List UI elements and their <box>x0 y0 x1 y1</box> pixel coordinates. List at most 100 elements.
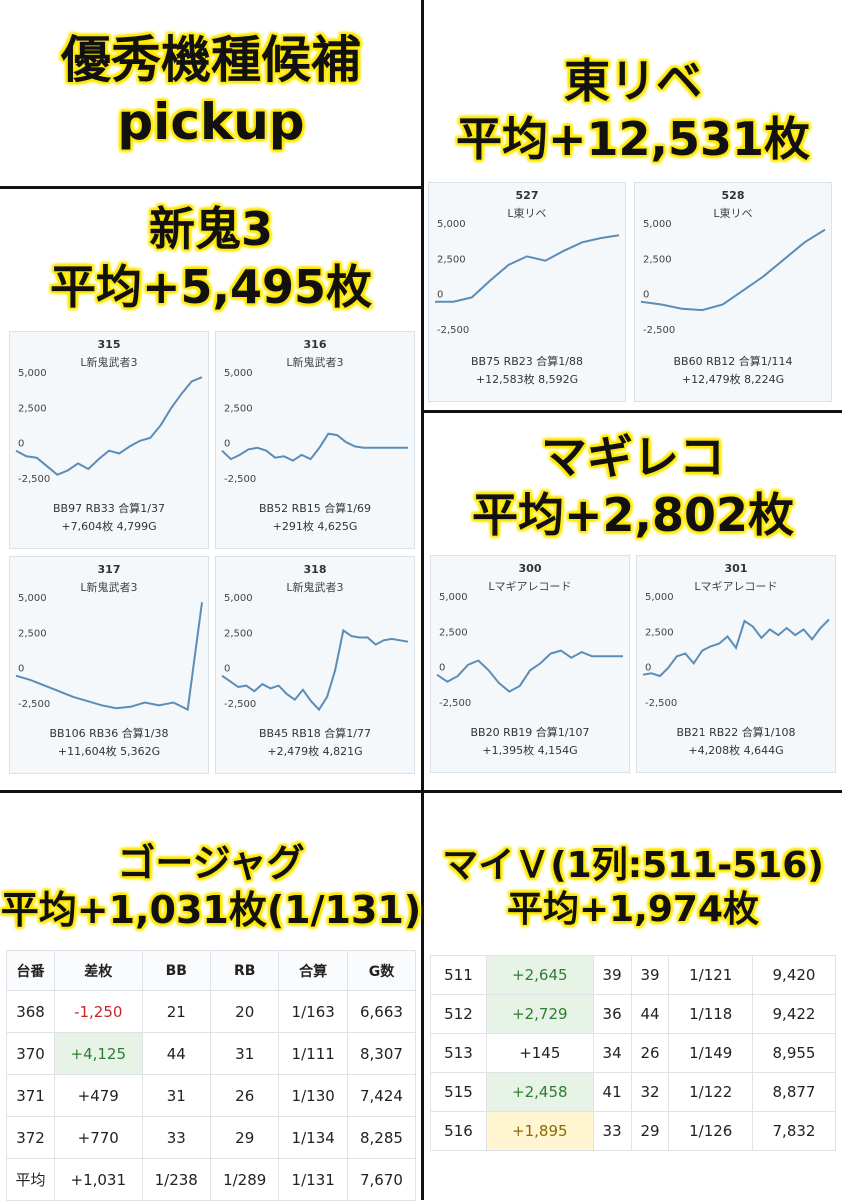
col-header: RB <box>209 950 280 991</box>
table-row: 511 +2,645 39 39 1/121 9,420 <box>430 955 837 995</box>
y-tick-label: 2,500 <box>439 627 468 638</box>
machine-number: 315 <box>97 338 121 351</box>
table-cell: 34 <box>592 1033 632 1073</box>
y-tick-label: 2,500 <box>224 403 253 414</box>
table-cell: 513 <box>430 1033 487 1073</box>
table-cell: 515 <box>430 1072 487 1112</box>
machine-chart-card: 315 L新鬼武者3 5,000 2,500 0 -2,500 BB97 RB33 合算1/… <box>9 331 209 549</box>
y-tick-label: -2,500 <box>439 698 471 709</box>
table-cell: 1/121 <box>668 955 753 995</box>
table-cell: 8,307 <box>346 1032 417 1075</box>
table-row: 370 +4,125 44 31 1/111 8,307 <box>5 1032 417 1075</box>
table-cell: 1/163 <box>278 990 348 1033</box>
y-tick-label: 2,500 <box>18 403 47 414</box>
gojag-avg: 平均+1,031枚(1/131) <box>0 887 422 932</box>
shinoni-name: 新鬼3 <box>148 202 273 256</box>
machine-number: 300 <box>518 562 542 575</box>
machine-result: +12,583枚 8,592G <box>475 373 579 386</box>
table-cell: +479 <box>54 1074 143 1117</box>
higashi-title: 東リベ 平均+12,531枚 <box>424 55 842 166</box>
table-row: 513 +145 34 26 1/149 8,955 <box>430 1033 837 1073</box>
machine-result: +291枚 4,625G <box>272 520 358 533</box>
table-cell: 39 <box>592 955 632 995</box>
table-cell: 1/130 <box>278 1074 348 1117</box>
y-tick-label: 2,500 <box>437 254 466 265</box>
y-tick-label: 5,000 <box>645 592 674 603</box>
table-cell: +1,031 <box>54 1158 143 1201</box>
y-tick-label: 0 <box>437 290 443 301</box>
y-tick-label: 5,000 <box>643 219 672 230</box>
y-tick-label: 0 <box>224 439 230 450</box>
table-cell: 1/289 <box>209 1158 280 1201</box>
table-cell: 44 <box>141 1032 211 1075</box>
slump-line <box>15 602 203 712</box>
col-header: 台番 <box>5 950 56 991</box>
machine-result: +7,604枚 4,799G <box>61 520 157 533</box>
table-cell: 8,285 <box>346 1116 417 1159</box>
col-header: BB <box>141 950 211 991</box>
col-header: 差枚 <box>54 950 143 991</box>
magireco-name: マギレコ <box>541 430 725 484</box>
y-tick-label: 2,500 <box>643 254 672 265</box>
machine-model: Lマギアレコード <box>694 580 778 593</box>
table-cell: 1/238 <box>141 1158 211 1201</box>
machine-model: L新鬼武者3 <box>286 356 344 369</box>
y-tick-label: 0 <box>643 290 649 301</box>
table-cell: 7,670 <box>346 1158 417 1201</box>
table-cell: +1,895 <box>485 1111 594 1151</box>
machine-number: 318 <box>303 563 327 576</box>
table-cell: 370 <box>5 1032 56 1075</box>
table-cell: 1/122 <box>668 1072 753 1112</box>
machine-chart-card: 527 L東リベ 5,000 2,500 0 -2,500 BB75 RB23 合算1/88… <box>428 182 626 402</box>
higashi-avg: 平均+12,531枚 <box>455 111 811 166</box>
y-tick-label: -2,500 <box>18 474 50 485</box>
table-cell: 平均 <box>5 1158 56 1201</box>
divider-left-top <box>0 186 422 189</box>
magireco-title: マギレコ 平均+2,802枚 <box>424 430 842 542</box>
machine-stats: BB60 RB12 合算1/114 <box>673 355 793 368</box>
machine-chart-card: 316 L新鬼武者3 5,000 2,500 0 -2,500 BB52 RB15 合算1/… <box>215 331 415 549</box>
gojag-header-row: 台番 差枚 BB RB 合算 G数 <box>5 950 417 991</box>
table-cell: 511 <box>430 955 487 995</box>
machine-number: 316 <box>303 338 327 351</box>
gojag-name: ゴージャグ <box>117 841 305 885</box>
myv-title: マイＶ(1列:511-516) 平均+1,974枚 <box>424 845 842 931</box>
magireco-avg: 平均+2,802枚 <box>471 487 795 542</box>
myv-table: 511 +2,645 39 39 1/121 9,420 512 +2,729 … <box>430 955 837 1151</box>
table-row: 368 -1,250 21 20 1/163 6,663 <box>5 990 417 1033</box>
machine-number: 527 <box>515 189 539 202</box>
machine-result: +12,479枚 8,224G <box>681 373 785 386</box>
y-tick-label: 0 <box>224 664 230 675</box>
pickup-line2: pickup <box>117 93 305 151</box>
myv-avg: 平均+1,974枚 <box>506 889 760 931</box>
table-cell: 9,422 <box>751 994 837 1034</box>
table-cell: 1/131 <box>278 1158 348 1201</box>
slump-line <box>15 376 203 476</box>
table-cell: 512 <box>430 994 487 1034</box>
y-tick-label: -2,500 <box>224 474 256 485</box>
machine-result: +4,208枚 4,644G <box>688 744 784 757</box>
machine-stats: BB52 RB15 合算1/69 <box>259 502 371 515</box>
col-header: G数 <box>346 950 417 991</box>
table-row: 515 +2,458 41 32 1/122 8,877 <box>430 1072 837 1112</box>
table-cell: 31 <box>141 1074 211 1117</box>
slump-graph: 5,000 2,500 0 -2,500 <box>15 593 203 712</box>
table-cell: 1/126 <box>668 1111 753 1151</box>
table-cell: 33 <box>141 1116 211 1159</box>
myv-name: マイＶ(1列:511-516) <box>442 845 824 886</box>
table-cell: 39 <box>630 955 670 995</box>
machine-chart-card: 528 L東リベ 5,000 2,500 0 -2,500 BB60 RB12 合算1/11… <box>634 182 832 402</box>
slump-line <box>221 628 409 712</box>
slump-graph: 5,000 2,500 0 -2,500 <box>640 219 826 336</box>
slump-line <box>221 432 408 462</box>
shinoni-avg: 平均+5,495枚 <box>49 259 373 314</box>
table-cell: 6,663 <box>346 990 417 1033</box>
machine-model: L東リベ <box>507 207 547 220</box>
center-divider <box>421 0 424 1200</box>
table-cell: +2,729 <box>485 994 594 1034</box>
slump-line <box>436 649 623 693</box>
divider-right-mid <box>422 410 842 413</box>
slump-graph: 5,000 2,500 0 -2,500 <box>642 592 830 709</box>
y-tick-label: 0 <box>18 439 24 450</box>
y-tick-label: -2,500 <box>645 698 677 709</box>
